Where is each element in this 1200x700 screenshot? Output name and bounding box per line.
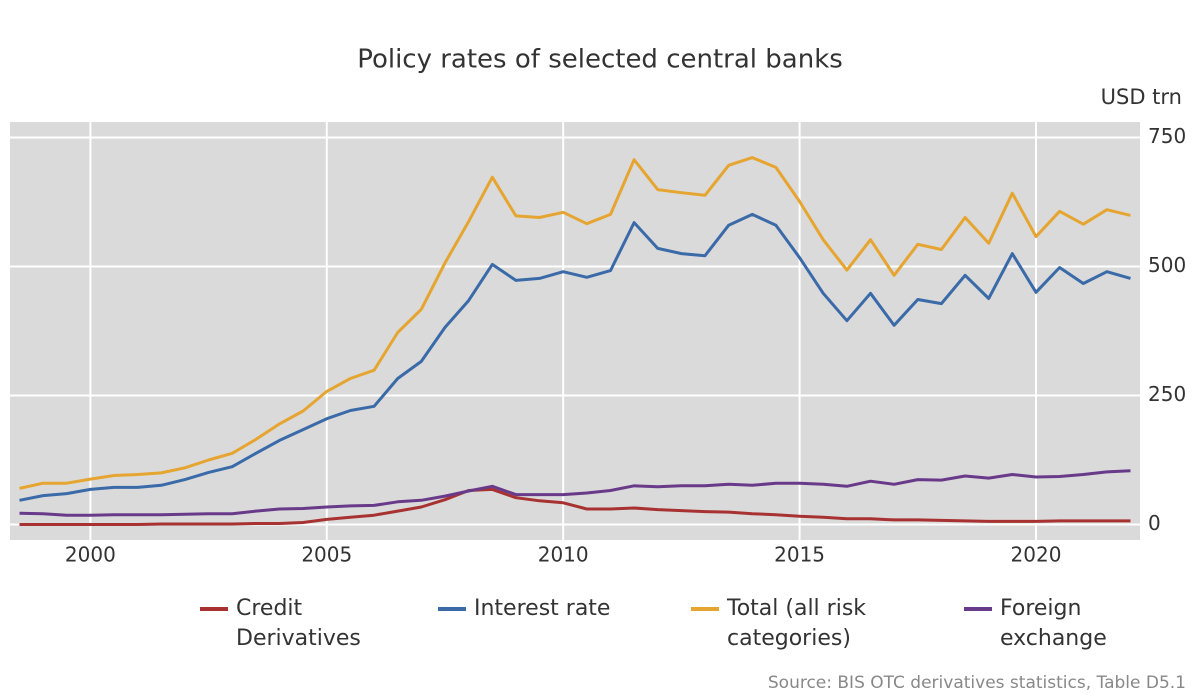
x-tick-label: 2005 — [301, 543, 352, 567]
legend-swatch — [438, 607, 466, 611]
legend-label: Credit Derivatives — [236, 596, 361, 651]
chart: Policy rates of selected central banks U… — [10, 45, 1186, 567]
legend-label: Foreign exchange — [1000, 596, 1107, 651]
line — [19, 156, 1131, 490]
legend-swatch — [691, 607, 719, 611]
y-tick-label: 250 — [1148, 382, 1186, 406]
line — [19, 469, 1131, 517]
x-tick-label: 2010 — [538, 543, 589, 567]
legend-label: Interest rate — [474, 596, 611, 621]
legend-item: Total (all risk categories) — [691, 594, 922, 654]
legend-label: Total (all risk categories) — [727, 596, 867, 651]
x-tick-label: 2015 — [774, 543, 825, 567]
y-tick-label: 0 — [1148, 511, 1161, 535]
legend-swatch — [200, 607, 228, 611]
legend-item: Foreign exchange — [964, 594, 1140, 654]
legend-item: Credit Derivatives — [200, 594, 396, 654]
y-tick-label: 500 — [1148, 253, 1186, 277]
legend: Credit Derivatives Interest rate Total (al… — [200, 594, 1182, 654]
plot-area — [10, 122, 1140, 540]
legend-item: Interest rate — [438, 594, 649, 654]
x-tick-label: 2020 — [1011, 543, 1062, 567]
source: Source: BIS OTC derivatives statistics, … — [767, 673, 1186, 693]
chart-title: Policy rates of selected central banks — [357, 45, 843, 75]
x-tick-label: 2000 — [65, 543, 116, 567]
y-tick-label: 750 — [1148, 124, 1186, 148]
y-axis-label: USD trn — [1101, 85, 1182, 109]
line — [19, 487, 1131, 526]
line — [19, 212, 1131, 502]
legend-swatch — [964, 607, 992, 611]
